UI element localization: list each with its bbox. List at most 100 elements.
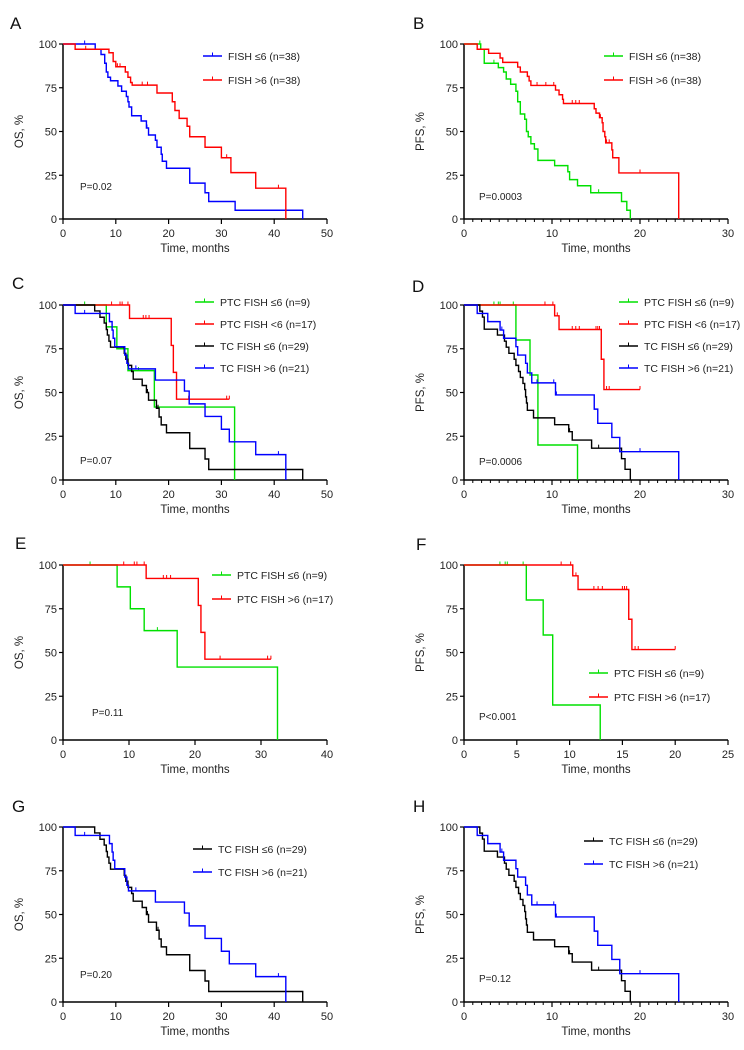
x-tick-label: 0 [60,489,66,501]
x-tick-label: 20 [162,1011,174,1023]
y-tick-label: 0 [51,735,57,747]
km-curve-1 [464,43,632,219]
x-axis-label: Time, months [561,504,630,516]
x-tick-label: 40 [321,749,333,761]
x-tick-label: 10 [546,228,558,240]
y-tick-label: 50 [45,388,57,400]
panel-f: F 0 25 50 75 100 0 5 10 15 20 25 Time, months PFS, % P… [415,535,734,776]
x-tick-label: 30 [255,749,267,761]
y-tick-label: 50 [446,648,458,660]
legend-label: PTC FISH <6 (n=17) [644,319,740,331]
y-axis-label: PFS, % [415,895,427,934]
y-tick-label: 50 [45,648,57,660]
y-tick-label: 75 [446,604,458,616]
x-tick-label: 20 [162,228,174,240]
p-value: P=0.11 [92,708,124,719]
panel-letter: D [412,277,424,296]
y-tick-label: 25 [446,431,458,443]
legend-label: TC FISH >6 (n=21) [644,363,733,375]
km-curve-3 [464,304,632,480]
y-tick-label: 0 [51,997,57,1009]
y-tick-label: 50 [45,127,57,139]
x-tick-label: 20 [634,1011,646,1023]
legend-label: FISH >6 (n=38) [228,75,300,87]
x-tick-label: 30 [722,1011,734,1023]
y-tick-label: 50 [45,910,57,922]
km-curve-2 [63,564,271,660]
y-tick-label: 100 [39,39,57,51]
x-tick-label: 10 [546,1011,558,1023]
panel-c: C 0 25 50 75 100 0 10 20 30 40 50 Time, months OS, % P… [12,274,333,516]
y-tick-label: 25 [446,691,458,703]
x-axis-label: Time, months [561,1026,630,1038]
legend-label: TC FISH >6 (n=21) [218,867,307,879]
y-tick-label: 75 [45,344,57,356]
x-tick-label: 0 [461,1011,467,1023]
y-tick-label: 25 [45,953,57,965]
km-curve-4 [464,304,680,480]
legend-label: PTC FISH ≤6 (n=9) [644,297,734,309]
p-value: P=0.20 [80,970,112,981]
y-axis-label: OS, % [14,115,26,148]
km-curve-2 [63,43,287,219]
y-axis-label: OS, % [14,636,26,669]
y-tick-label: 75 [446,866,458,878]
y-axis-label: PFS, % [415,112,427,151]
p-value: P=0.0003 [479,192,523,203]
y-axis-label: PFS, % [415,633,427,672]
y-tick-label: 25 [45,170,57,182]
km-curve-1 [63,304,236,480]
x-tick-label: 5 [514,749,520,761]
legend-label: PTC FISH >6 (n=17) [614,692,710,704]
p-value: P=0.07 [80,456,112,467]
x-tick-label: 0 [461,749,467,761]
legend-label: PTC FISH ≤6 (n=9) [220,297,310,309]
x-tick-label: 0 [60,1011,66,1023]
y-tick-label: 100 [440,822,458,834]
y-tick-label: 75 [446,83,458,95]
y-tick-label: 0 [452,735,458,747]
p-value: P=0.12 [479,974,511,985]
km-curve-2 [464,304,640,391]
x-tick-label: 50 [321,1011,333,1023]
y-tick-label: 0 [452,475,458,487]
km-curve-1 [63,564,279,740]
y-tick-label: 50 [446,388,458,400]
x-axis-label: Time, months [561,764,630,776]
y-axis-label: OS, % [14,376,26,409]
y-tick-label: 0 [452,214,458,226]
x-tick-label: 0 [461,228,467,240]
legend-label: TC FISH ≤6 (n=29) [220,341,309,353]
x-axis-label: Time, months [160,1026,229,1038]
x-tick-label: 25 [722,749,734,761]
km-curve-1 [464,826,632,1002]
x-tick-label: 20 [162,489,174,501]
y-tick-label: 25 [45,431,57,443]
x-axis-label: Time, months [561,243,630,255]
y-tick-label: 75 [45,604,57,616]
legend-label: FISH ≤6 (n=38) [228,51,300,63]
x-tick-label: 15 [616,749,628,761]
x-tick-label: 30 [215,489,227,501]
p-value: P=0.0006 [479,457,523,468]
p-value: P<0.001 [479,712,517,723]
legend-label: PTC FISH ≤6 (n=9) [237,570,327,582]
x-tick-label: 10 [563,749,575,761]
x-tick-label: 40 [268,1011,280,1023]
km-curve-1 [63,43,304,219]
x-tick-label: 50 [321,228,333,240]
x-tick-label: 20 [669,749,681,761]
x-tick-label: 20 [634,228,646,240]
panel-letter: B [413,14,424,33]
x-tick-label: 0 [60,749,66,761]
y-tick-label: 25 [45,691,57,703]
y-tick-label: 100 [39,822,57,834]
km-curve-2 [464,564,676,651]
x-axis-label: Time, months [160,243,229,255]
y-tick-label: 100 [440,39,458,51]
x-tick-label: 30 [215,228,227,240]
legend-label: TC FISH ≤6 (n=29) [218,844,307,856]
x-tick-label: 10 [123,749,135,761]
